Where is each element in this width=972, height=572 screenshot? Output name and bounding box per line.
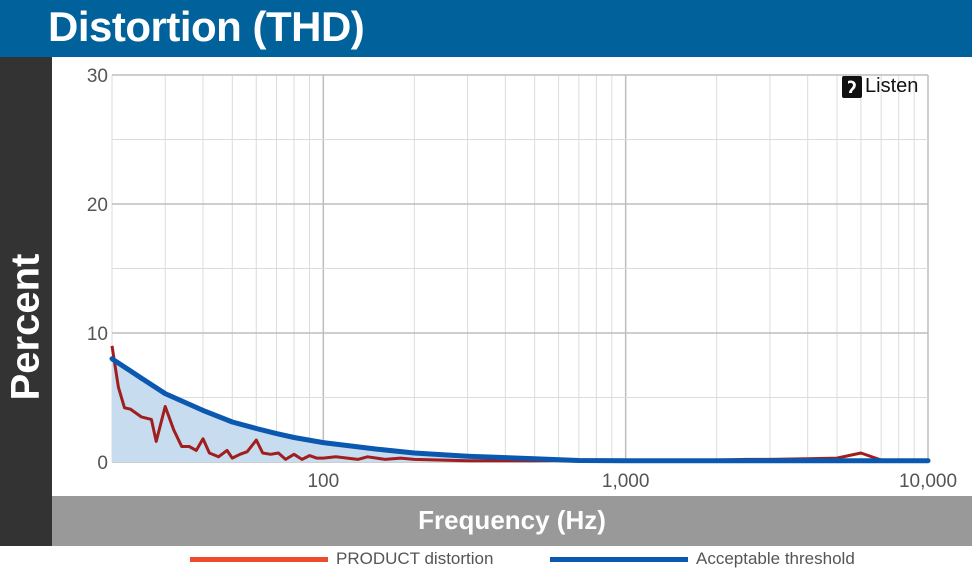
y-tick-label: 20 [87, 195, 108, 216]
title-bar: Distortion (THD) [0, 0, 972, 57]
y-axis-label-bar: Percent [0, 57, 52, 546]
y-axis-label: Percent [3, 253, 48, 401]
chart-title: Distortion (THD) [48, 3, 365, 50]
watermark-text: Listen [865, 75, 919, 97]
legend-swatch-threshold [550, 556, 688, 562]
watermark: Listen [842, 75, 918, 98]
chart-plot: 0 10 20 30 100 1,000 10,000 [87, 66, 957, 492]
y-tick-label: 0 [97, 453, 108, 474]
legend-swatch-product [190, 556, 328, 562]
x-axis-label-bar: Frequency (Hz) [52, 496, 972, 546]
acceptable-threshold-line [109, 356, 931, 464]
x-tick-label: 10,000 [899, 471, 957, 492]
grid [111, 74, 929, 463]
x-tick-label: 100 [307, 471, 339, 492]
threshold-area [112, 358, 928, 462]
legend-item-product: PRODUCT distortion [190, 548, 493, 570]
x-tick-label: 1,000 [602, 471, 650, 492]
tick-labels: 0 10 20 30 100 1,000 10,000 [87, 66, 957, 492]
legend-label-threshold: Acceptable threshold [696, 549, 855, 568]
listen-logo-icon [842, 75, 862, 98]
x-axis-label: Frequency (Hz) [418, 505, 606, 535]
series-layer [109, 345, 931, 464]
y-tick-label: 30 [87, 66, 108, 87]
y-tick-label: 10 [87, 324, 108, 345]
legend-item-threshold: Acceptable threshold [550, 548, 855, 570]
legend-label-product: PRODUCT distortion [336, 549, 494, 568]
legend: PRODUCT distortion Acceptable threshold [0, 546, 972, 572]
